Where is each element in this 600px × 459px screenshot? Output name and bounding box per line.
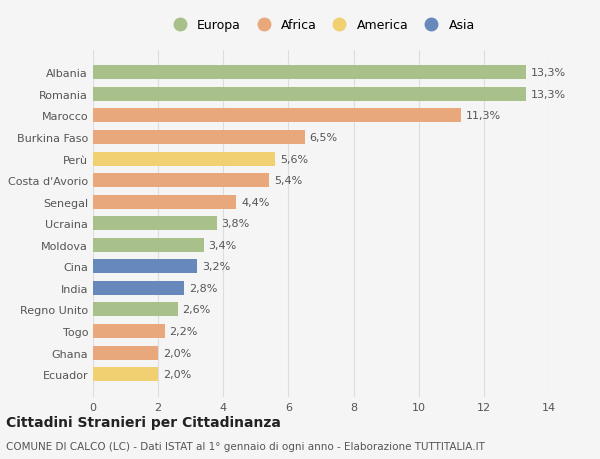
- Bar: [93, 238, 204, 252]
- Text: 2,0%: 2,0%: [163, 348, 191, 358]
- Bar: [93, 195, 236, 209]
- Text: 4,4%: 4,4%: [241, 197, 269, 207]
- Text: 2,2%: 2,2%: [170, 326, 198, 336]
- Text: 2,0%: 2,0%: [163, 369, 191, 379]
- Text: 2,6%: 2,6%: [182, 305, 211, 315]
- Text: 13,3%: 13,3%: [531, 90, 566, 100]
- Bar: [93, 346, 158, 360]
- Text: 3,2%: 3,2%: [202, 262, 230, 272]
- Text: 5,6%: 5,6%: [280, 154, 308, 164]
- Text: 13,3%: 13,3%: [531, 68, 566, 78]
- Bar: [93, 131, 305, 145]
- Bar: [93, 217, 217, 231]
- Bar: [93, 109, 461, 123]
- Text: 11,3%: 11,3%: [466, 111, 501, 121]
- Bar: [93, 281, 184, 295]
- Text: 3,4%: 3,4%: [209, 240, 237, 250]
- Text: COMUNE DI CALCO (LC) - Dati ISTAT al 1° gennaio di ogni anno - Elaborazione TUTT: COMUNE DI CALCO (LC) - Dati ISTAT al 1° …: [6, 441, 485, 451]
- Text: 5,4%: 5,4%: [274, 176, 302, 186]
- Text: 3,8%: 3,8%: [221, 219, 250, 229]
- Bar: [93, 367, 158, 381]
- Bar: [93, 174, 269, 188]
- Bar: [93, 260, 197, 274]
- Bar: [93, 66, 526, 80]
- Text: 6,5%: 6,5%: [310, 133, 338, 143]
- Bar: [93, 303, 178, 317]
- Text: Cittadini Stranieri per Cittadinanza: Cittadini Stranieri per Cittadinanza: [6, 415, 281, 429]
- Bar: [93, 325, 164, 338]
- Bar: [93, 152, 275, 166]
- Text: 2,8%: 2,8%: [189, 283, 217, 293]
- Legend: Europa, Africa, America, Asia: Europa, Africa, America, Asia: [163, 15, 479, 36]
- Bar: [93, 88, 526, 102]
